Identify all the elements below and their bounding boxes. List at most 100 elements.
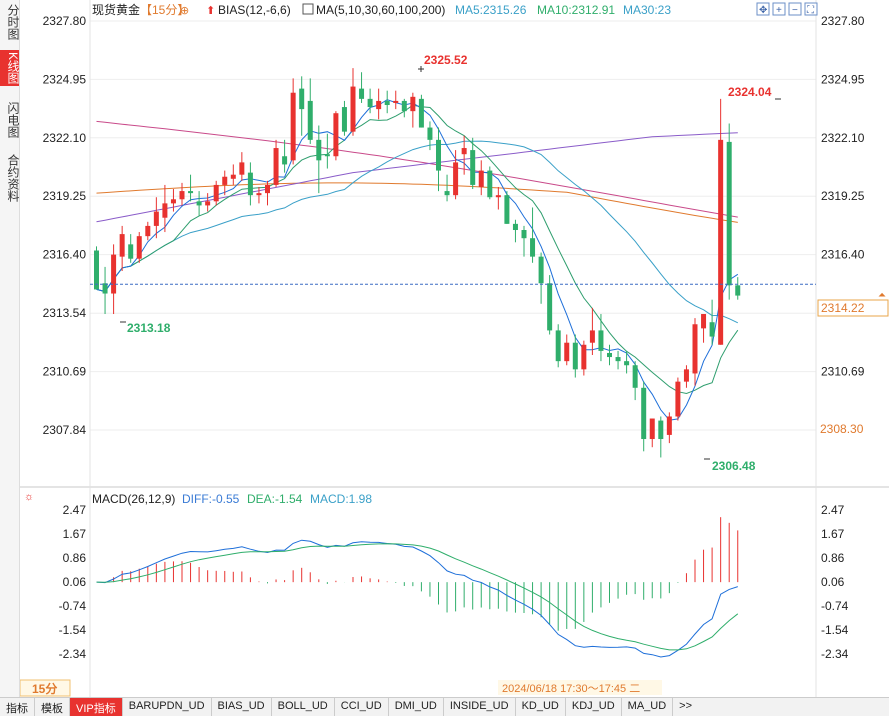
price-tick: 2313.54 (43, 306, 87, 320)
period-label[interactable]: 【15分】 (140, 3, 189, 17)
candle-body (205, 201, 211, 206)
macd-value: MACD:1.98 (310, 492, 372, 506)
macd-tick-right: 2.47 (821, 503, 845, 517)
candle-body (367, 98, 373, 108)
tab-kline-chart[interactable]: K线图 (0, 50, 20, 87)
tab-lightning-chart[interactable]: 闪电图 (6, 102, 20, 138)
indicator-tab-bias-ud[interactable]: BIAS_UD (212, 698, 272, 716)
candle-body (444, 191, 450, 196)
candle-body (521, 230, 527, 239)
price-tick-right: 2319.25 (821, 189, 865, 203)
left-price-axis: 2327.80 2324.95 2322.10 2319.25 2316.40 2313.… (43, 14, 87, 437)
candle-body (222, 176, 228, 185)
candle-body (726, 141, 732, 286)
ma200-line (96, 120, 738, 218)
candle-body (718, 139, 724, 345)
indicator-tab--[interactable]: 指标 (0, 698, 35, 716)
zoom-out-icon[interactable] (788, 2, 802, 16)
candle-body (273, 148, 279, 185)
price-tick: 2316.40 (43, 248, 87, 262)
current-price-box (817, 299, 889, 317)
price-annotations: 2325.52 2313.18 2306.48 2324.04 (120, 53, 781, 473)
candle-body (581, 344, 587, 370)
candle-body (316, 139, 322, 161)
indicator-tab-cci-ud[interactable]: CCI_UD (335, 698, 389, 716)
indicator-tab-kd-ud[interactable]: KD_UD (516, 698, 566, 716)
candle-body (641, 387, 647, 440)
indicator-tab-ma-ud[interactable]: MA_UD (622, 698, 674, 716)
candle-body (649, 418, 655, 440)
candle-body (256, 193, 262, 196)
bias-indicator-label[interactable]: BIAS(12,-6,6) (218, 3, 291, 17)
macd-tick-right: -2.34 (821, 647, 849, 661)
svg-text:⛶: ⛶ (806, 5, 815, 16)
tab-timeshare-chart[interactable]: 分时图 (6, 4, 20, 40)
candle-body (359, 88, 365, 99)
candle-body (324, 154, 330, 157)
indicator-tab--[interactable]: >> (679, 700, 693, 712)
macd-tick-right: 1.67 (821, 527, 845, 541)
arrow-up-icon: ⬆ (206, 5, 215, 17)
candle-body (230, 174, 236, 179)
indicator-tab-boll-ud[interactable]: BOLL_UD (272, 698, 335, 716)
period-badge-box (20, 679, 71, 697)
period-badge[interactable]: 15分 (32, 681, 57, 696)
macd-label[interactable]: MACD(26,12,9) (92, 492, 175, 506)
candle-body (170, 199, 176, 204)
candle-body (111, 254, 117, 294)
candle-body (572, 342, 578, 370)
indicator-tab-dmi-ud[interactable]: DMI_UD (389, 698, 444, 716)
macd-tick-right: 0.86 (821, 551, 845, 565)
low-annotation: 2306.48 (712, 459, 756, 473)
candle-body (384, 100, 390, 106)
candle-body (393, 100, 399, 103)
macd-tick: -0.74 (59, 599, 87, 613)
right-price-axis: 2327.80 2324.95 2322.10 2319.25 2316.40 2310.… (821, 14, 865, 379)
settings-icon[interactable]: ⊕ (180, 5, 189, 17)
macd-settings-icon[interactable]: ☼ (24, 491, 34, 503)
candle-body (145, 225, 151, 237)
macd-tick: -1.54 (59, 623, 87, 637)
candle-body (692, 324, 698, 374)
price-tick: 2310.69 (43, 365, 87, 379)
ma-indicator-label[interactable]: MA(5,10,30,60,100,200) (316, 3, 445, 17)
candle-body (179, 191, 185, 200)
tab-contract-info[interactable]: 合约资料 (6, 154, 20, 202)
macd-tick: 0.06 (63, 575, 87, 589)
price-marker-icon: ⏶ (878, 290, 886, 301)
ma30-line (96, 140, 739, 324)
candle-body (341, 107, 347, 132)
ma30-value: MA30:23 (623, 3, 671, 17)
indicator-tab--[interactable]: 模板 (35, 698, 70, 716)
ma-icon (302, 3, 314, 15)
indicator-tab-kdj-ud[interactable]: KDJ_UD (566, 698, 622, 716)
move-icon[interactable] (756, 2, 770, 16)
indicator-tab-barupdn-ud[interactable]: BARUPDN_UD (123, 698, 212, 716)
candle-body (607, 352, 612, 358)
ma60-line (96, 132, 738, 223)
crosshair-datetime: 2024/06/18 17:30～17:45 二 (502, 683, 640, 695)
candle-body (136, 236, 142, 259)
candle-body (504, 195, 510, 224)
candlesticks (94, 68, 741, 458)
candle-body (683, 369, 689, 382)
macd-histogram (104, 517, 739, 631)
indicator-tab-vip-[interactable]: VIP指标 (70, 698, 123, 716)
candle-body (666, 416, 672, 435)
candle-body (598, 330, 604, 351)
candle-body (196, 201, 202, 206)
candle-body (162, 203, 168, 218)
zoom-in-icon[interactable] (772, 2, 786, 16)
indicator-tab-bar: 指标 模板 VIP指标 BARUPDN_UD BIAS_UD BOLL_UD CCI_UD D… (0, 697, 889, 716)
indicator-tab-inside-ud[interactable]: INSIDE_UD (444, 698, 516, 716)
svg-text:+: + (776, 5, 782, 16)
kline-chart[interactable]: 现货黄金 【15分】 ⊕ ⬆ BIAS(12,-6,6) MA(5,10,30,… (20, 0, 889, 697)
candle-body (350, 86, 356, 132)
fullscreen-icon[interactable] (804, 2, 818, 16)
macd-tick: 1.67 (63, 527, 87, 541)
candle-body (624, 361, 630, 366)
datetime-box (498, 680, 662, 695)
price-tick-right: 2327.80 (821, 14, 865, 28)
candle-body (376, 100, 382, 110)
candle-body (478, 170, 484, 187)
